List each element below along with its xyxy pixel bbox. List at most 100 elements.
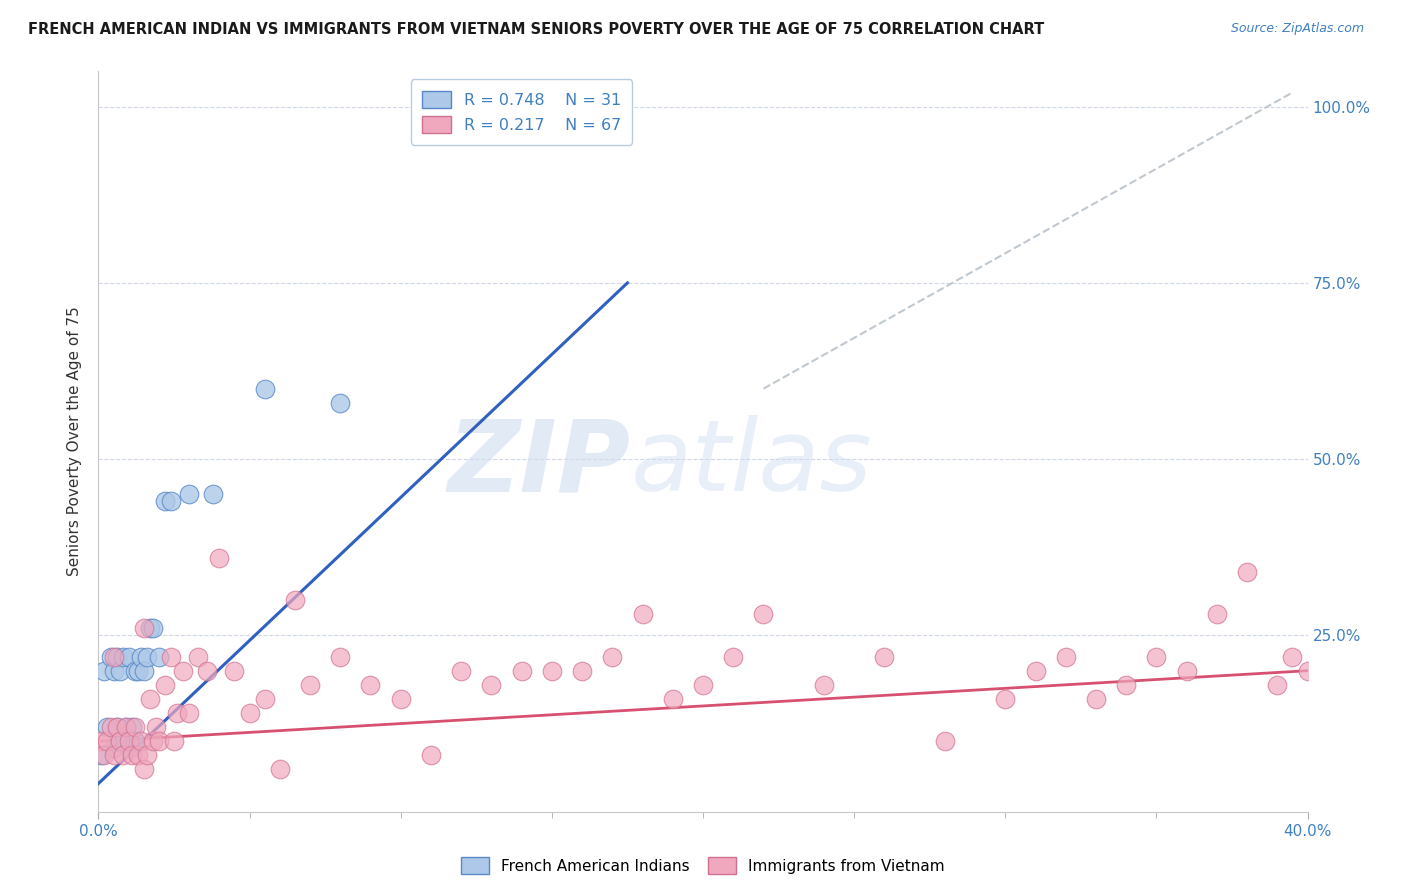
Point	[108, 734, 131, 748]
Point	[105, 720, 128, 734]
Point	[1115, 678, 1137, 692]
Point	[148, 734, 170, 748]
Point	[108, 664, 131, 678]
Point	[481, 678, 503, 692]
Point	[723, 649, 745, 664]
Point	[208, 550, 231, 565]
Point	[187, 649, 209, 664]
Point	[329, 396, 352, 410]
Point	[114, 720, 136, 734]
Point	[631, 607, 654, 622]
Point	[195, 664, 218, 678]
Point	[103, 649, 125, 664]
Point	[127, 748, 149, 763]
Point	[1085, 692, 1108, 706]
Point	[253, 692, 276, 706]
Point	[100, 649, 122, 664]
Point	[166, 706, 188, 720]
Y-axis label: Seniors Poverty Over the Age of 75: Seniors Poverty Over the Age of 75	[67, 307, 83, 576]
Point	[124, 720, 146, 734]
Point	[105, 649, 128, 664]
Point	[160, 494, 183, 508]
Point	[813, 678, 835, 692]
Point	[571, 664, 593, 678]
Point	[450, 664, 472, 678]
Point	[105, 720, 128, 734]
Text: FRENCH AMERICAN INDIAN VS IMMIGRANTS FROM VIETNAM SENIORS POVERTY OVER THE AGE O: FRENCH AMERICAN INDIAN VS IMMIGRANTS FRO…	[28, 22, 1045, 37]
Point	[179, 487, 201, 501]
Point	[118, 741, 141, 756]
Point	[90, 734, 112, 748]
Point	[179, 706, 201, 720]
Point	[389, 692, 412, 706]
Text: Source: ZipAtlas.com: Source: ZipAtlas.com	[1230, 22, 1364, 36]
Text: ZIP: ZIP	[447, 416, 630, 512]
Legend: French American Indians, Immigrants from Vietnam: French American Indians, Immigrants from…	[456, 851, 950, 880]
Point	[172, 664, 194, 678]
Point	[132, 664, 155, 678]
Point	[1024, 664, 1046, 678]
Point	[1144, 649, 1167, 664]
Point	[153, 494, 176, 508]
Point	[224, 664, 246, 678]
Point	[100, 720, 122, 734]
Point	[142, 734, 165, 748]
Point	[124, 664, 146, 678]
Point	[135, 748, 157, 763]
Point	[93, 748, 115, 763]
Point	[329, 649, 352, 664]
Point	[142, 621, 165, 635]
Point	[163, 734, 186, 748]
Point	[121, 720, 143, 734]
Point	[121, 748, 143, 763]
Point	[510, 664, 533, 678]
Point	[114, 720, 136, 734]
Point	[420, 748, 443, 763]
Point	[299, 678, 322, 692]
Point	[540, 664, 562, 678]
Point	[239, 706, 262, 720]
Point	[145, 720, 167, 734]
Point	[253, 382, 276, 396]
Point	[132, 621, 155, 635]
Point	[994, 692, 1017, 706]
Point	[93, 664, 115, 678]
Text: atlas: atlas	[630, 416, 872, 512]
Point	[129, 649, 152, 664]
Point	[1236, 565, 1258, 579]
Point	[139, 621, 162, 635]
Point	[103, 741, 125, 756]
Point	[127, 664, 149, 678]
Point	[90, 748, 112, 763]
Point	[118, 734, 141, 748]
Point	[752, 607, 775, 622]
Point	[153, 678, 176, 692]
Point	[160, 649, 183, 664]
Point	[1175, 664, 1198, 678]
Point	[1267, 678, 1289, 692]
Point	[118, 649, 141, 664]
Point	[360, 678, 382, 692]
Point	[111, 748, 134, 763]
Point	[148, 649, 170, 664]
Point	[202, 487, 225, 501]
Point	[111, 734, 134, 748]
Point	[108, 734, 131, 748]
Point	[661, 692, 683, 706]
Point	[1206, 607, 1229, 622]
Point	[139, 692, 162, 706]
Point	[135, 649, 157, 664]
Point	[934, 734, 956, 748]
Point	[1296, 664, 1319, 678]
Point	[96, 734, 118, 748]
Point	[129, 734, 152, 748]
Legend: R = 0.748    N = 31, R = 0.217    N = 67: R = 0.748 N = 31, R = 0.217 N = 67	[411, 79, 633, 145]
Point	[1054, 649, 1077, 664]
Point	[103, 748, 125, 763]
Point	[873, 649, 896, 664]
Point	[284, 593, 307, 607]
Point	[124, 734, 146, 748]
Point	[1281, 649, 1303, 664]
Point	[132, 763, 155, 777]
Point	[111, 649, 134, 664]
